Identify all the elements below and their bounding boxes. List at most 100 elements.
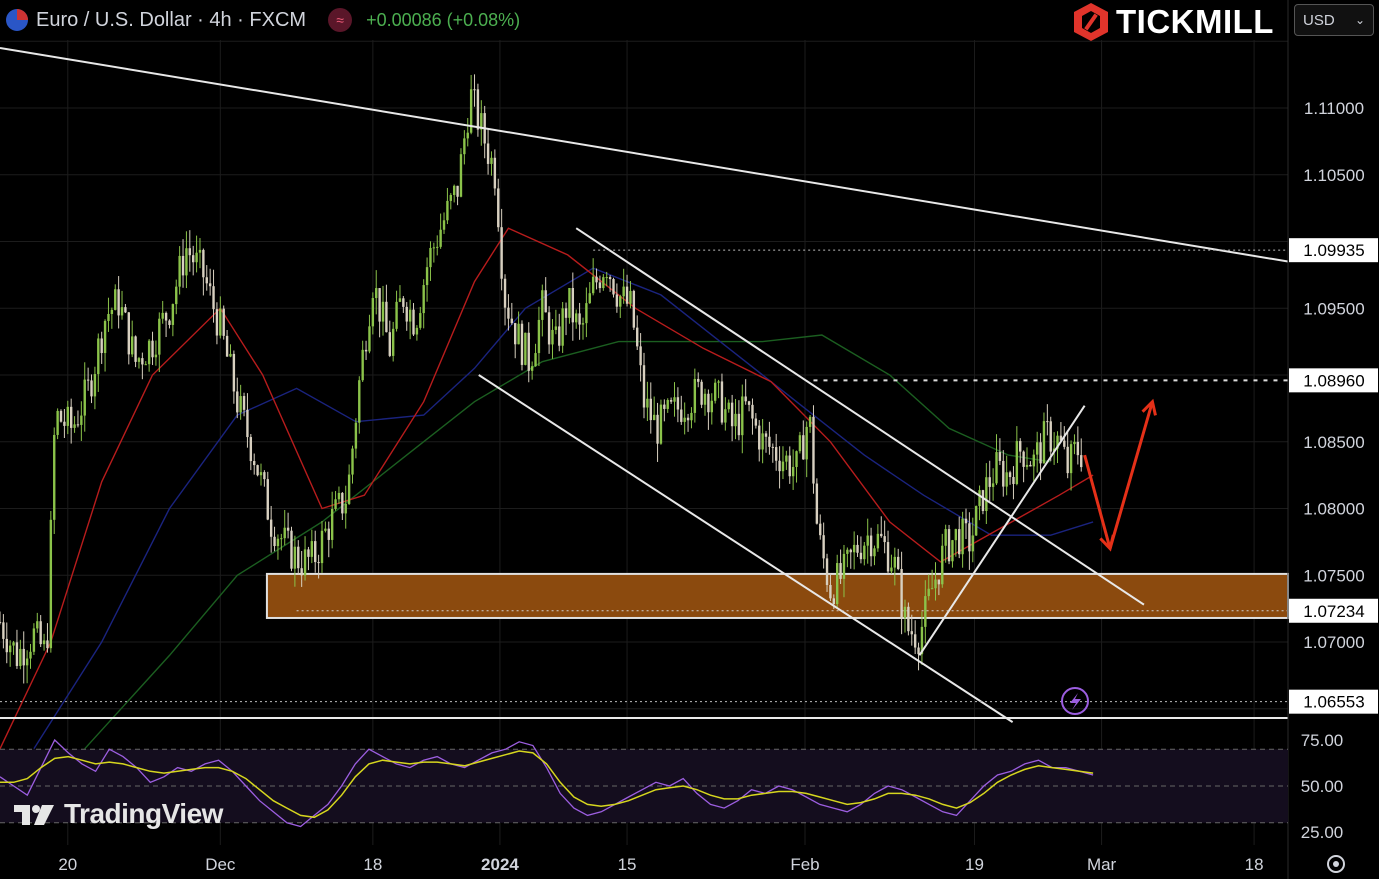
candle-body — [493, 157, 497, 189]
candle-body — [764, 433, 768, 437]
candle-body — [239, 396, 242, 413]
candle-body — [564, 308, 568, 318]
candle-body — [1032, 454, 1035, 467]
candle — [202, 248, 205, 296]
candle — [788, 446, 791, 484]
candle-body — [900, 568, 903, 618]
candle — [127, 311, 130, 365]
candle — [439, 213, 442, 249]
candle — [1073, 434, 1076, 455]
price-label-box — [1289, 238, 1378, 263]
candle — [998, 438, 1002, 466]
candle-body — [375, 288, 378, 299]
candle-body — [97, 338, 100, 375]
candle — [327, 521, 330, 558]
candle-body — [188, 248, 192, 256]
candle — [344, 485, 347, 529]
candle-body — [907, 606, 910, 632]
candle — [46, 623, 49, 653]
x-axis-tick-label: 18 — [363, 855, 382, 874]
candle — [510, 302, 514, 325]
candle — [744, 379, 747, 405]
candle-body — [897, 556, 900, 569]
candle-body — [1066, 446, 1069, 474]
candle-body — [659, 404, 663, 444]
candle-body — [961, 518, 964, 555]
candle — [381, 285, 385, 336]
candle — [680, 395, 683, 425]
candle-body — [541, 290, 544, 320]
candle — [514, 322, 517, 359]
candle — [812, 405, 815, 494]
candle-body — [944, 529, 947, 546]
candle-body — [751, 404, 754, 419]
candle-body — [622, 286, 625, 297]
candle-body — [954, 529, 958, 541]
candle — [764, 430, 768, 453]
candle-body — [425, 267, 429, 286]
candle-body — [208, 283, 212, 287]
candle-body — [368, 326, 371, 352]
lightning-icon — [1061, 687, 1089, 715]
candle-body — [480, 113, 483, 130]
candle — [971, 517, 974, 563]
candle — [873, 545, 876, 566]
candle-body — [561, 308, 564, 346]
candle-body — [710, 400, 713, 413]
x-axis-tick-label: Dec — [205, 855, 236, 874]
candle-body — [934, 579, 937, 589]
tradingview-name: TradingView — [64, 798, 223, 829]
candle — [541, 284, 544, 337]
settings-gear-icon[interactable] — [1327, 855, 1345, 873]
candle — [717, 379, 720, 399]
candle — [886, 530, 890, 575]
candle-body — [927, 588, 930, 597]
candle — [446, 187, 449, 225]
candle — [751, 398, 754, 435]
x-axis-tick-label: 15 — [618, 855, 637, 874]
candle-body — [412, 309, 415, 335]
candle-body — [497, 188, 500, 228]
candle-body — [107, 314, 110, 321]
candle-body — [419, 313, 422, 328]
eur-usd-flag-icon — [6, 9, 28, 31]
candle-body — [385, 301, 388, 333]
candle-body — [578, 313, 581, 325]
candle — [205, 265, 208, 291]
candle — [436, 235, 439, 256]
candle-body — [273, 536, 276, 547]
candle — [517, 311, 520, 345]
candle — [395, 290, 398, 332]
candle-body — [1005, 472, 1008, 487]
currency-selector[interactable]: USD ⌄ — [1294, 4, 1374, 36]
candle — [747, 400, 751, 412]
symbol-title[interactable]: Euro / U.S. Dollar · 4h · FXCM — [36, 8, 307, 31]
candle-body — [259, 472, 263, 476]
candle — [371, 292, 375, 335]
candle-body — [253, 461, 256, 466]
candle — [391, 321, 395, 362]
candle — [652, 396, 656, 421]
candle — [32, 623, 36, 655]
candle-body — [69, 406, 73, 428]
candle-body — [1063, 440, 1066, 447]
candle-body — [317, 562, 320, 564]
candle — [612, 277, 615, 298]
candle-body — [337, 492, 341, 500]
candle-body — [1015, 441, 1019, 485]
candle-body — [1046, 421, 1049, 423]
candle-body — [825, 558, 829, 585]
candle-body — [371, 298, 375, 327]
candle-body — [185, 248, 188, 276]
candle — [524, 332, 527, 366]
candle — [741, 384, 744, 454]
candle-body — [192, 255, 195, 263]
candle-body — [951, 540, 954, 562]
candle — [0, 611, 2, 625]
candle-body — [869, 535, 873, 557]
candle — [86, 367, 90, 391]
candle-body — [300, 568, 303, 576]
indicator-icon[interactable]: ≈ — [328, 8, 353, 32]
y-axis-tick-label: 1.07500 — [1303, 566, 1364, 585]
candle-body — [168, 320, 171, 325]
